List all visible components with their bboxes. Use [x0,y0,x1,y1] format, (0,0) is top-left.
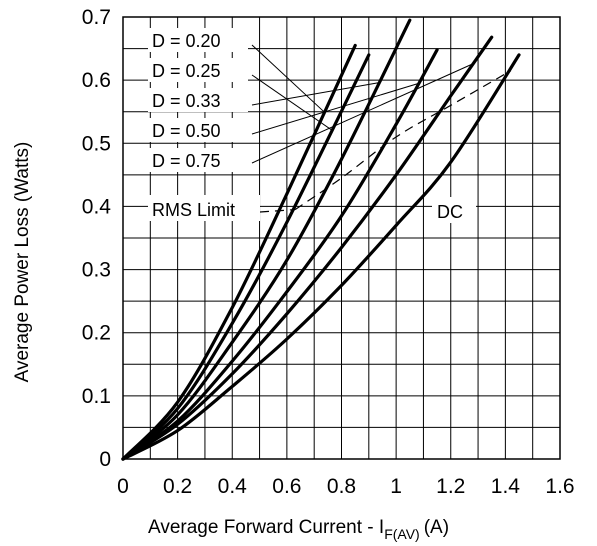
label-background [148,195,260,221]
label-leader-line [251,44,325,113]
y-tick-label: 0.4 [82,195,112,218]
x-tick-label: 0.2 [163,475,192,498]
label-background [148,88,248,112]
x-tick-label: 1.2 [436,475,465,498]
series-curves [121,18,521,461]
label-background [148,118,248,142]
label-leader-line [251,63,474,164]
y-tick-label: 0.5 [82,132,111,155]
x-tick-labels: 0 0.2 0.4 0.6 0.8 1 1.2 1.4 1.6 [117,475,574,498]
x-axis-title-unit: (A) [424,517,449,538]
label-background [148,58,248,82]
y-tick-label: 0.1 [82,385,111,408]
y-tick-label: 0.2 [82,322,111,345]
y-axis-title: Average Power Loss (Watts) [12,142,33,383]
y-tick-label: 0.7 [82,6,111,29]
x-axis-title-main: Average Forward Current - I [148,517,384,538]
series-label: D = 0.75 [152,151,221,171]
plot-frame [122,16,561,460]
grid [123,17,560,459]
rms-limit-label: RMS Limit [152,200,235,220]
series-curve-d-0-33 [121,18,412,461]
x-axis-title: Average Forward Current - IF(AV) (A) [148,517,449,542]
rms-limit-line [294,70,512,211]
dc-label: DC [437,202,463,222]
series-curve-d-0-75 [121,35,494,461]
series-label: D = 0.50 [152,121,221,141]
rms-limit-leader [259,208,296,213]
label-background [432,197,476,223]
x-tick-label: 0.6 [272,475,301,498]
label-background [148,148,248,172]
x-tick-label: 1.4 [491,475,521,498]
label-background [148,28,248,52]
x-axis-title-subscript: F(AV) [384,526,420,542]
x-tick-label: 1.6 [545,475,574,498]
label-leader-line [251,82,380,106]
x-tick-label: 0 [117,475,129,498]
series-curve-dc [121,53,521,461]
label-leader-line [251,74,333,131]
label-leader-line [251,82,419,135]
series-label: D = 0.33 [152,91,221,111]
series-curve-d-0-50 [121,48,439,461]
series-curve-d-0-25 [121,53,371,461]
label-leader-lines [251,44,474,213]
series-curve-d-0-20 [121,43,357,461]
x-tick-label: 0.4 [218,475,248,498]
y-tick-label: 0 [99,448,111,471]
rms-limit-curve [294,70,512,211]
annotation-labels: D = 0.20 D = 0.25 D = 0.33 D = 0.50 D = 0.75… [148,28,476,223]
y-tick-label: 0.6 [82,69,111,92]
y-tick-label: 0.3 [82,259,111,282]
y-tick-labels: 0 0.1 0.2 0.3 0.4 0.5 0.6 0.7 [82,6,112,471]
x-tick-label: 1 [390,475,402,498]
series-label: D = 0.25 [152,61,221,81]
x-tick-label: 0.8 [327,475,356,498]
series-label: D = 0.20 [152,31,221,51]
